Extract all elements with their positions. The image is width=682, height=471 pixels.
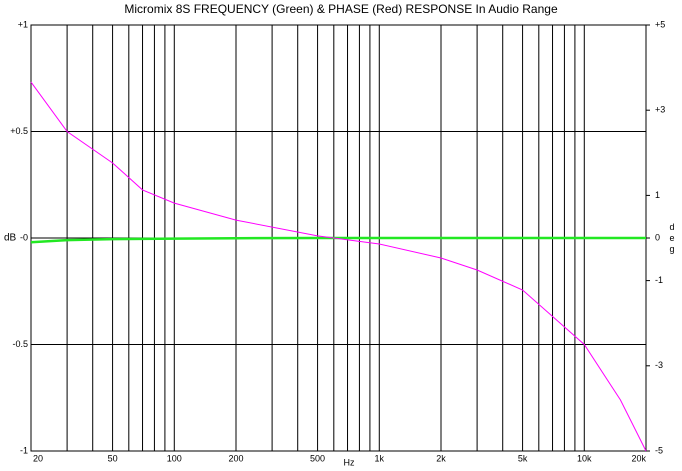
y-tick-label: -0	[20, 232, 28, 242]
y2-tick-label: 0	[655, 232, 660, 242]
y-tick-label: +0.5	[10, 126, 28, 136]
x-tick-label: 2k	[436, 453, 446, 463]
x-axis-label: Hz	[344, 457, 355, 467]
y-tick-label: +1	[18, 19, 28, 29]
y2-axis-label-letter: g	[669, 244, 674, 254]
x-tick-label: 200	[228, 453, 243, 463]
x-tick-label: 20k	[631, 453, 646, 463]
y2-axis-label-letter: e	[669, 233, 674, 243]
y2-tick-label: -1	[655, 275, 663, 285]
x-tick-label: 50	[108, 453, 118, 463]
y-tick-label: -1	[20, 445, 28, 455]
x-tick-label: 5k	[518, 453, 528, 463]
chart-title: Micromix 8S FREQUENCY (Green) & PHASE (R…	[124, 2, 558, 16]
series-line	[30, 81, 647, 452]
x-tick-label: 10k	[577, 453, 592, 463]
series-line	[30, 236, 646, 244]
y2-tick-label: +3	[655, 105, 665, 115]
y-axis-label: dB	[4, 233, 17, 244]
x-tick-label: 20	[33, 453, 43, 463]
y2-tick-label: -5	[655, 445, 663, 455]
y2-tick-label: 1	[655, 190, 660, 200]
x-tick-label: 100	[167, 453, 182, 463]
x-tick-label: 500	[310, 453, 325, 463]
x-tick-label: 1k	[375, 453, 385, 463]
y2-tick-label: -3	[655, 360, 663, 370]
y2-axis-label-letter: d	[669, 222, 674, 232]
y2-tick-label: +5	[655, 19, 665, 29]
y-tick-label: -0.5	[12, 339, 28, 349]
